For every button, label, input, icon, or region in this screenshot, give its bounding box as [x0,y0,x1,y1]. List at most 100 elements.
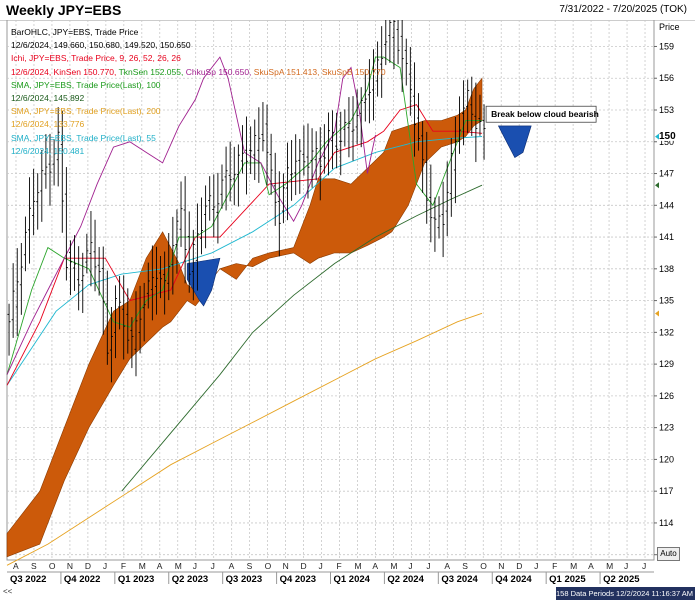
quarter-label: Q4 2023 [280,574,316,585]
axis-value-marker [655,133,659,140]
month-label: J [103,561,107,571]
month-label: J [642,561,646,571]
price-tick-label: 132 [659,327,674,337]
month-label: J [211,561,215,571]
month-label: J [534,561,538,571]
legend-part: 12/6/2024, KinSen 150.770, [11,66,119,77]
legend-row: Ichi, JPY=EBS, Trade Price, 9, 26, 52, 2… [11,53,181,64]
ichimoku-cloud-bearish [186,257,221,307]
quarter-label: Q2 2024 [387,574,424,585]
quarter-label: Q2 2025 [603,574,640,585]
price-tick-label: 117 [659,486,673,496]
chikou-span-line [6,56,376,375]
month-label: O [480,561,487,571]
month-label: A [157,561,163,571]
month-label: A [588,561,594,571]
price-tick-label: 138 [659,264,674,274]
price-axis-title: Price [659,22,680,32]
quarter-label: Q1 2023 [118,574,154,585]
scroll-left-button[interactable]: << [3,587,13,596]
legend-row: SMA, JPY=EBS, Trade Price(Last), 55 [11,132,156,143]
axis-value-marker [655,182,659,189]
price-tick-label: 120 [659,454,674,464]
month-label: F [121,561,126,571]
price-tick-label: 126 [659,391,674,401]
sma-55-line [6,136,483,386]
price-tick-label: 156 [659,73,674,83]
month-label: O [265,561,272,571]
month-label: N [283,561,289,571]
legend-part: ChkuSp 150.650, [185,66,254,77]
price-tick-label: 159 [659,41,674,51]
month-label: J [193,561,197,571]
auto-scale-button[interactable]: Auto [657,547,680,561]
annotation-text: Break below cloud bearish [491,109,599,119]
month-label: F [336,561,341,571]
legend-row: 12/6/2024, 145.892 [11,93,85,104]
legend-row: SMA, JPY=EBS, Trade Price(Last), 100 [11,79,161,90]
month-label: S [247,561,253,571]
price-tick-label: 141 [659,232,674,242]
quarter-label: Q4 2022 [64,574,100,585]
legend: BarOHLC, JPY=EBS, Trade Price 12/6/2024, … [11,26,386,158]
last-price-box [655,128,675,141]
quarter-label: Q3 2023 [226,574,262,585]
month-label: A [372,561,378,571]
quarter-label: Q1 2024 [334,574,371,585]
status-time: 12/2/2024 11:16:37 AM (GMT+9) [616,589,695,598]
price-chart[interactable]: 1111141171201231261291321351381411441471… [0,20,695,600]
kijun-sen-line [6,104,483,386]
month-label: M [606,561,613,571]
date-range: 7/31/2022 - 7/20/2025 (TOK) [559,4,687,15]
month-label: M [354,561,361,571]
price-tick-label: 150 [659,137,674,147]
legend-part: TknSen 152.055, [118,66,186,77]
annotation-box [485,105,597,123]
status-prefix: 158 Data Periods [556,589,614,598]
sma-200-line [6,312,483,566]
axis-value-marker [655,310,659,317]
month-label: S [31,561,37,571]
quarter-label: Q3 2024 [441,574,478,585]
quarter-label: Q1 2025 [549,574,586,585]
month-label: J [426,561,430,571]
legend-row: 12/6/2024, 149.660, 150.680, 149.520, 15… [11,40,191,51]
month-label: D [85,561,91,571]
title-bar: Weekly JPY=EBS 7/31/2022 - 7/20/2025 (TO… [0,0,695,21]
quarter-label: Q4 2024 [495,574,532,585]
legend-row: BarOHLC, JPY=EBS, Trade Price [11,27,139,37]
month-label: J [408,561,412,571]
legend-row: 12/6/2024, 133.776 [11,119,85,130]
price-tick-label: 135 [659,296,674,306]
price-tick-label: 129 [659,359,674,369]
legend-row: 12/6/2024, KinSen 150.770, TknSen 152.05… [11,66,386,79]
month-label: A [13,561,19,571]
month-label: M [175,561,182,571]
price-tick-label: 153 [659,105,674,115]
month-label: N [498,561,504,571]
legend-part: SkuSpA 151.413, SkuSpB 150.770 [253,66,386,77]
month-label: J [624,561,628,571]
status-bar: 158 Data Periods 12/2/2024 11:16:37 AM (… [556,587,695,600]
quarter-label: Q3 2022 [10,574,46,585]
price-tick-label: 114 [659,518,673,528]
month-label: M [570,561,577,571]
price-tick-label: 123 [659,423,674,433]
chart-title: Weekly JPY=EBS [6,2,122,18]
month-label: D [516,561,522,571]
month-label: S [462,561,468,571]
sma-100-line [121,184,483,492]
last-price-label: 150 [659,131,676,142]
ichimoku-cloud-bearish [497,125,532,159]
legend-row: 12/6/2024, 150.481 [11,145,85,156]
price-tick-label: 144 [659,200,674,210]
month-label: N [67,561,73,571]
quarter-label: Q2 2023 [172,574,208,585]
month-label: D [301,561,307,571]
legend-row: SMA, JPY=EBS, Trade Price(Last), 200 [11,106,161,117]
month-label: M [390,561,397,571]
month-label: M [139,561,146,571]
price-tick-label: 147 [659,169,674,179]
month-label: O [49,561,56,571]
month-label: A [444,561,450,571]
